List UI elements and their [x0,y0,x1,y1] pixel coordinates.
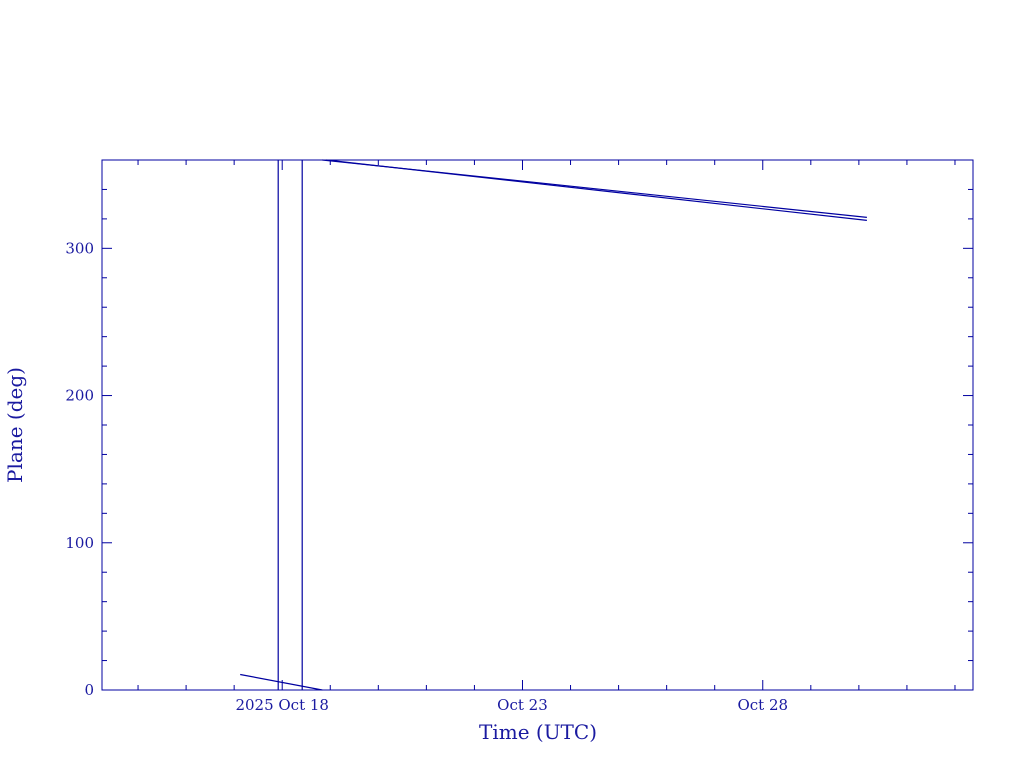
y-tick-label: 100 [65,534,94,552]
y-axis-title: Plane (deg) [3,367,27,483]
x-tick-label: Oct 23 [497,696,548,714]
plot-frame [101,159,974,691]
series-line-1 [240,673,323,691]
y-tick-label: 300 [65,239,94,257]
axis-ticks [102,159,973,691]
axis-tick-labels: 0 100 200 300 2025 Oct 18 Oct 23 Oct 28 [65,239,788,714]
series-line-3 [326,159,867,221]
x-tick-label: 2025 Oct 18 [235,696,329,714]
x-tick-label: Oct 28 [737,696,788,714]
data-series [240,159,867,691]
y-tick-label: 0 [84,681,94,699]
x-axis-title: Time (UTC) [479,720,597,744]
y-tick-label: 200 [65,387,94,405]
